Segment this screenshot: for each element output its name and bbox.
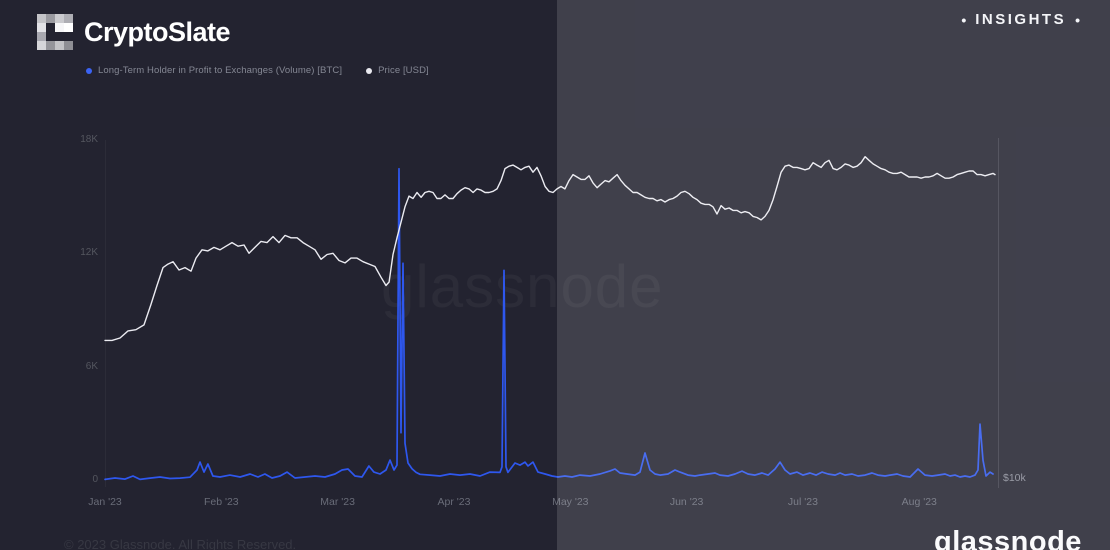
right-axis-line bbox=[998, 138, 999, 488]
logo-pixel bbox=[64, 23, 73, 32]
chart-legend: Long-Term Holder in Profit to Exchanges … bbox=[86, 65, 429, 76]
y-tick-label: 0 bbox=[92, 474, 98, 485]
logo-pixel bbox=[37, 41, 46, 50]
y-tick-label: 18K bbox=[80, 134, 98, 145]
right-axis-price-label: $10k bbox=[1003, 472, 1026, 484]
legend-item-volume: Long-Term Holder in Profit to Exchanges … bbox=[86, 65, 342, 76]
series-line-price bbox=[104, 155, 996, 342]
legend-dot-icon bbox=[86, 67, 92, 74]
glassnode-watermark: glassnode bbox=[381, 252, 664, 321]
logo-pixel bbox=[46, 41, 55, 50]
logo-pixel bbox=[37, 32, 46, 41]
bullet-icon: • bbox=[1075, 11, 1080, 28]
logo-pixel bbox=[55, 14, 64, 23]
logo-pixel bbox=[37, 23, 46, 32]
left-axis-line bbox=[105, 140, 106, 487]
legend-item-price: Price [USD] bbox=[366, 65, 429, 76]
logo-pixel bbox=[37, 14, 46, 23]
x-tick-label: May '23 bbox=[552, 496, 589, 508]
copyright-text: © 2023 Glassnode. All Rights Reserved. bbox=[64, 537, 297, 550]
y-tick-label: 12K bbox=[80, 247, 98, 259]
legend-label: Long-Term Holder in Profit to Exchanges … bbox=[98, 65, 343, 76]
logo-pixel bbox=[55, 41, 64, 50]
x-tick-label: Mar '23 bbox=[320, 496, 355, 508]
logo-pixel bbox=[46, 14, 55, 23]
x-tick-label: Apr '23 bbox=[437, 496, 471, 508]
logo-pixel bbox=[64, 14, 73, 23]
x-tick-label: Jun '23 bbox=[669, 496, 704, 508]
logo-pixel bbox=[55, 23, 64, 32]
logo-pixel bbox=[64, 41, 73, 50]
x-tick-label: Jan '23 bbox=[88, 496, 122, 508]
y-tick-label: 6K bbox=[85, 360, 98, 372]
cryptoslate-logo-icon bbox=[37, 14, 73, 50]
series-line-volume bbox=[104, 167, 994, 481]
legend-label: Price [USD] bbox=[378, 65, 429, 76]
insights-label: INSIGHTS bbox=[975, 11, 1067, 28]
x-tick-label: Jul '23 bbox=[787, 496, 818, 508]
insights-badge: • INSIGHTS • bbox=[961, 11, 1080, 28]
bullet-icon: • bbox=[961, 11, 967, 28]
page-title: CryptoSlate bbox=[84, 17, 231, 47]
x-tick-label: Feb '23 bbox=[203, 496, 239, 508]
x-tick-label: Aug '23 bbox=[901, 496, 937, 508]
glassnode-wordmark: glassnode bbox=[934, 526, 1082, 550]
legend-dot-icon bbox=[366, 67, 373, 74]
